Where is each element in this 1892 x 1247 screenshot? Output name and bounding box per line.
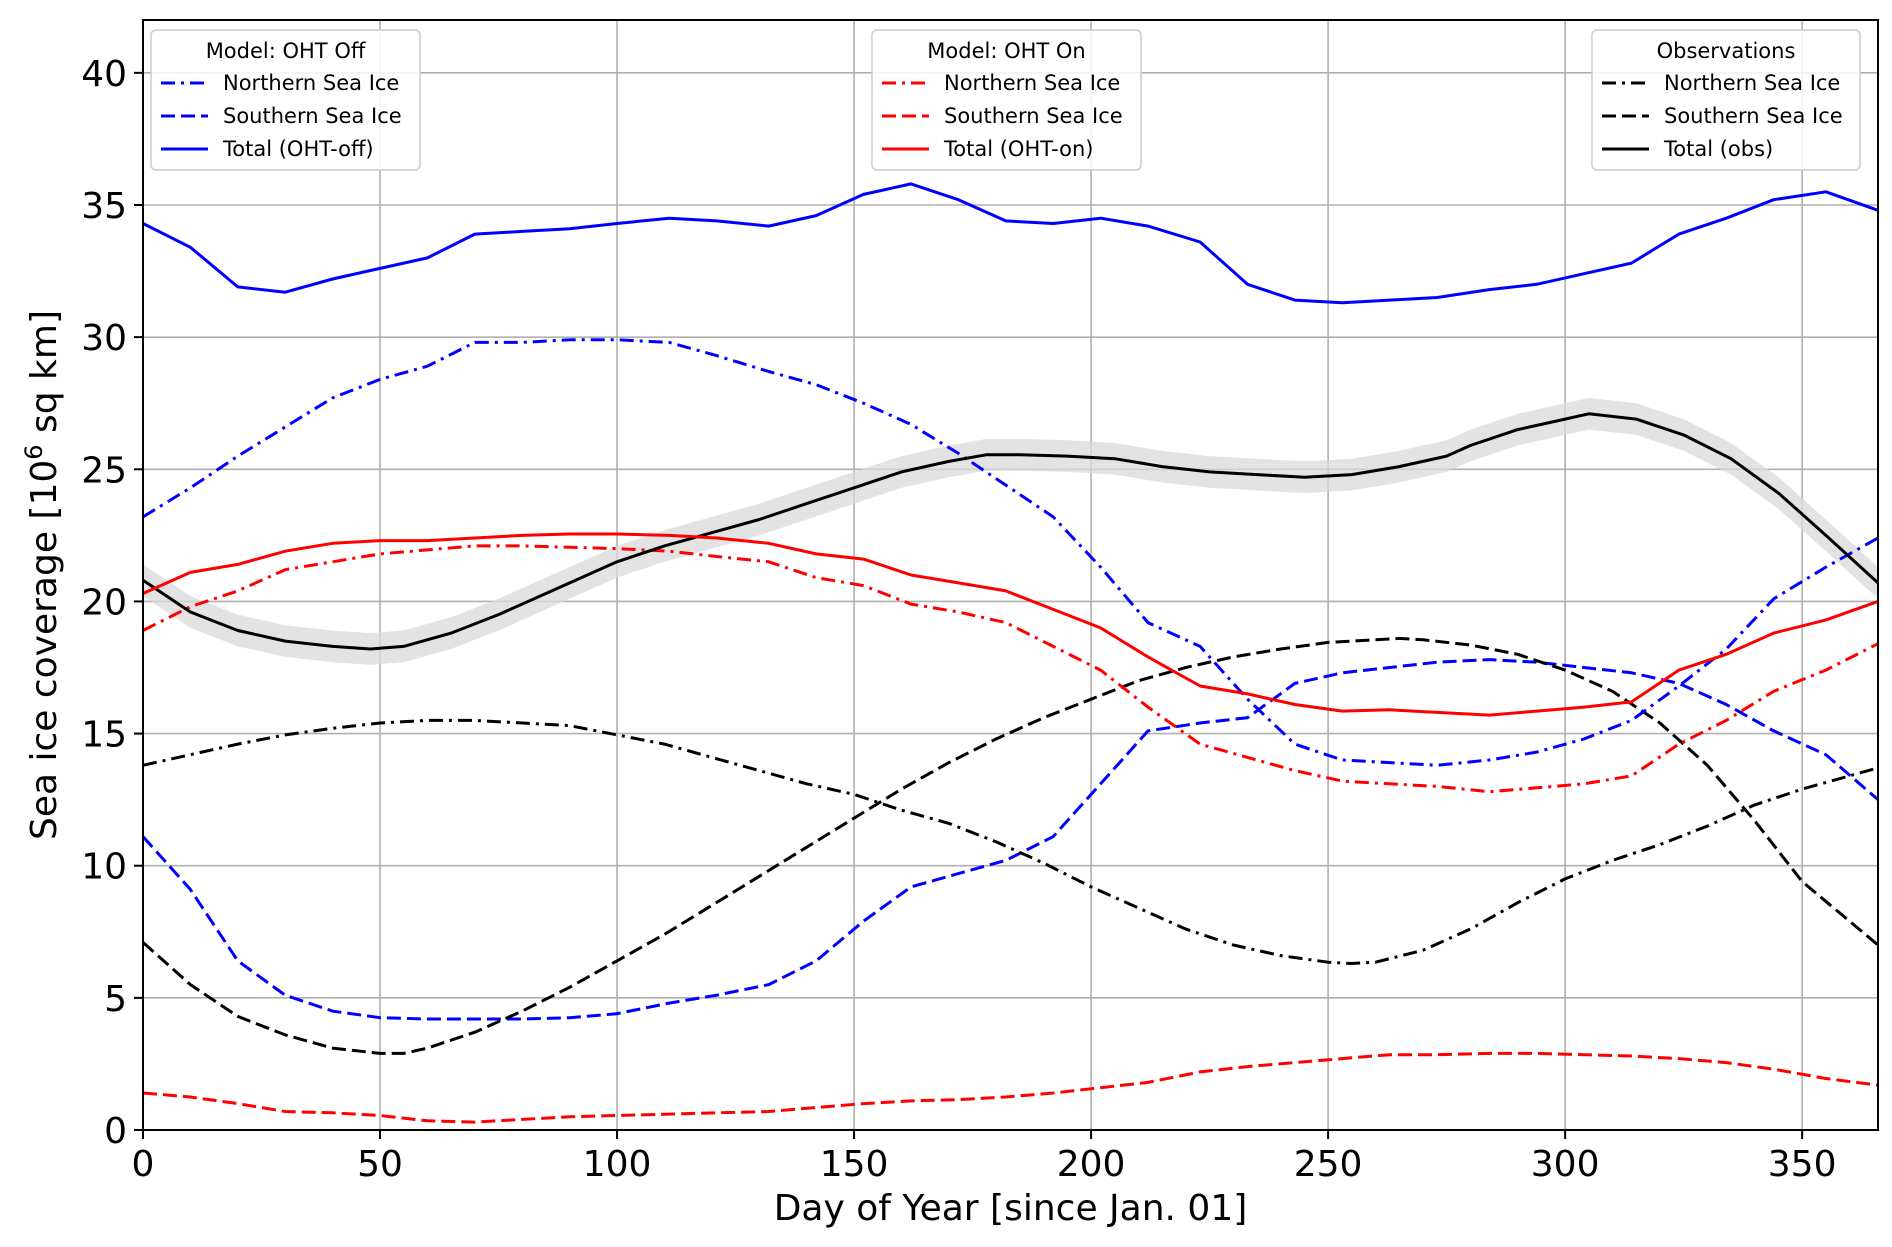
- y-axis-label-tail: sq km]: [24, 310, 65, 444]
- x-tick-label: 350: [1768, 1144, 1837, 1185]
- y-tick-label: 20: [81, 582, 127, 623]
- y-tick-label: 15: [81, 715, 127, 756]
- series-lines: [141, 182, 1880, 1124]
- series-line-off-south: [141, 658, 1879, 1021]
- legend-frame: [871, 29, 1142, 171]
- legend-label: Southern Sea Ice: [223, 104, 402, 128]
- x-tick-label: 150: [820, 1144, 889, 1185]
- legend-3: Observations Northern Sea Ice Southern Sea…: [1591, 29, 1861, 171]
- legends: Model: OHT Off Northern Sea Ice Southern S…: [150, 29, 1861, 171]
- legend-label: Total (OHT-off): [222, 137, 374, 161]
- x-tick-label: 250: [1294, 1144, 1363, 1185]
- legend-frame: [150, 29, 421, 171]
- x-tick-label: 100: [583, 1144, 652, 1185]
- y-tick-label: 35: [81, 186, 127, 227]
- plot-frame: [142, 19, 1879, 1131]
- y-axis-label-superscript: 6: [20, 444, 48, 459]
- y-tick-label: 0: [104, 1111, 127, 1152]
- series-line-obs-south: [142, 636, 1879, 1055]
- y-tick-label: 40: [81, 54, 127, 95]
- y-tick-label: 25: [81, 450, 127, 491]
- x-tick-label: 50: [357, 1144, 403, 1185]
- series-line-on-south: [142, 1051, 1879, 1124]
- obs-total-band: [143, 397, 1878, 665]
- legend-label: Northern Sea Ice: [223, 71, 399, 95]
- y-tick-label: 30: [81, 318, 127, 359]
- x-axis-label: Day of Year [since Jan. 01]: [774, 1188, 1248, 1229]
- y-tick-label: 5: [104, 979, 127, 1020]
- legend-label: Northern Sea Ice: [944, 71, 1120, 95]
- series-line-off-total: [142, 182, 1879, 305]
- legend-label: Total (OHT-on): [943, 137, 1093, 161]
- legend-title: Observations: [1657, 39, 1796, 63]
- legend-label: Northern Sea Ice: [1664, 71, 1840, 95]
- x-tick-label: 300: [1531, 1144, 1600, 1185]
- series-line-obs-north: [142, 718, 1879, 965]
- legend-1: Model: OHT Off Northern Sea Ice Southern S…: [150, 29, 421, 171]
- legend-label: Southern Sea Ice: [944, 104, 1123, 128]
- x-tick-label: 0: [132, 1144, 155, 1185]
- x-tick-label: 200: [1057, 1144, 1126, 1185]
- legend-label: Total (obs): [1663, 137, 1773, 161]
- obs-total-uncertainty-band: [143, 397, 1878, 665]
- y-axis-label: Sea ice coverage [106 sq km]: [20, 310, 65, 840]
- legend-2: Model: OHT On Northern Sea Ice Southern Se…: [871, 29, 1142, 171]
- y-tick-label: 10: [81, 847, 127, 888]
- series-line-on-total: [142, 532, 1879, 717]
- series-line-on-north: [142, 544, 1879, 794]
- legend-frame: [1591, 29, 1861, 171]
- y-axis-label-main: Sea ice coverage [10: [24, 460, 65, 840]
- legend-title: Model: OHT Off: [206, 39, 366, 63]
- legend-title: Model: OHT On: [927, 39, 1085, 63]
- series-line-obs-total: [142, 412, 1880, 651]
- axis-ticks: 0 50 100 150 200 250 300 350 0 5 10 15 20 25 30 35 40: [81, 54, 1836, 1185]
- legend-label: Southern Sea Ice: [1664, 104, 1843, 128]
- series-line-off-north: [142, 338, 1879, 767]
